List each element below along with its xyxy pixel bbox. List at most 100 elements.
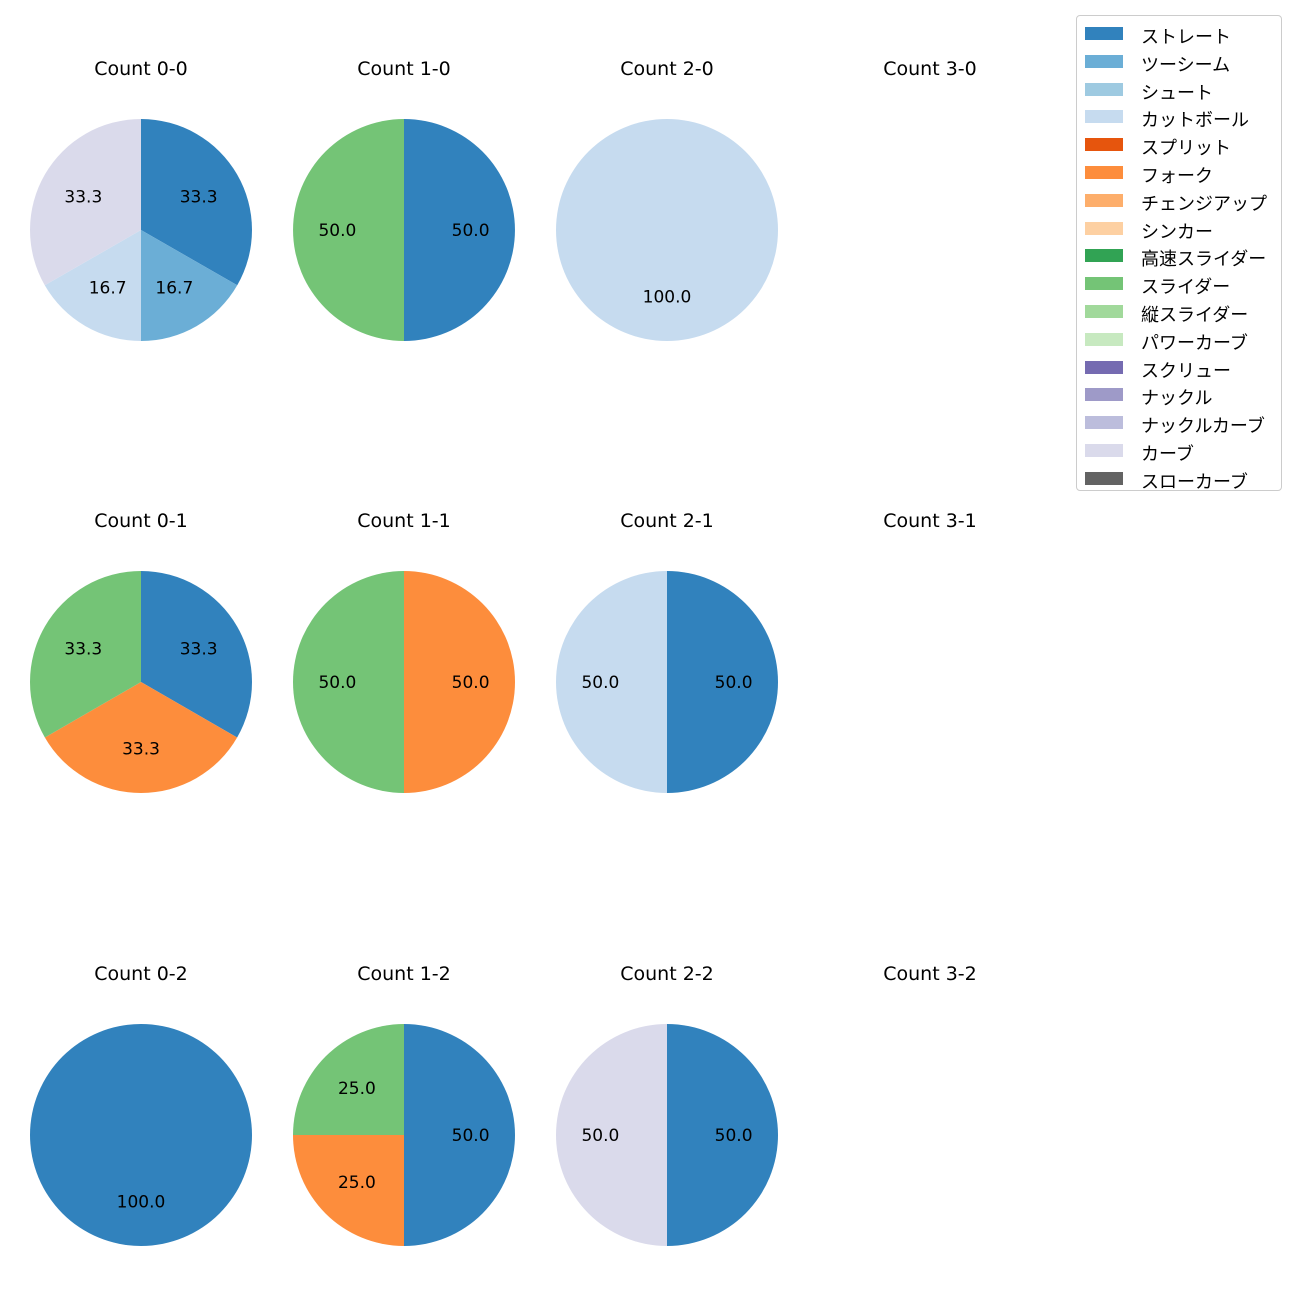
pie-title: Count 2-2 — [620, 963, 714, 985]
pie-9: Count 0-2 100.0 — [30, 963, 252, 1246]
legend-swatch — [1085, 304, 1123, 318]
legend-swatch — [1085, 443, 1123, 457]
legend-swatch — [1085, 471, 1123, 485]
slice-label: 33.3 — [180, 640, 218, 660]
pie-slice — [293, 119, 404, 341]
legend-item: ツーシーム — [1077, 48, 1281, 76]
pie-slice — [293, 571, 404, 793]
pie-title: Count 0-0 — [94, 58, 188, 80]
pie-11: Count 2-2 50.0 50.0 — [556, 963, 778, 1246]
pie-12: Count 3-2 — [883, 963, 977, 985]
pie-title: Count 1-2 — [357, 963, 451, 985]
legend-swatch — [1085, 221, 1123, 235]
legend-swatch — [1085, 249, 1123, 263]
legend-swatch — [1085, 138, 1123, 152]
pie-3: Count 2-0 100.0 — [556, 58, 778, 341]
slice-label: 16.7 — [89, 279, 127, 299]
legend-label: ストレート — [1141, 27, 1231, 48]
legend-swatch — [1085, 165, 1123, 179]
pie-slice — [293, 1024, 404, 1135]
legend-item: ナックルカーブ — [1077, 409, 1281, 437]
pie-title: Count 3-2 — [883, 963, 977, 985]
pie-slice — [404, 571, 515, 793]
pie-slice — [404, 119, 515, 341]
slice-label: 33.3 — [122, 740, 160, 760]
pie-slice — [667, 1024, 778, 1246]
legend-label: ナックルカーブ — [1141, 416, 1265, 438]
slice-label: 25.0 — [338, 1173, 376, 1193]
legend-item: ナックル — [1077, 381, 1281, 409]
legend-label: スローカーブ — [1141, 471, 1248, 493]
pie-title: Count 3-1 — [883, 510, 977, 532]
pie-slice — [141, 230, 238, 341]
slice-label: 100.0 — [117, 1193, 166, 1213]
pie-5: Count 0-1 33.3 33.3 33.3 — [29, 510, 253, 793]
slice-label: 100.0 — [643, 288, 692, 308]
pie-title: Count 0-1 — [94, 510, 188, 532]
slice-label: 33.3 — [64, 640, 102, 660]
legend-item: 縦スライダー — [1077, 298, 1281, 326]
pie-title: Count 0-2 — [94, 963, 188, 985]
legend-item: スクリュー — [1077, 354, 1281, 382]
pie-slice — [141, 119, 252, 286]
slice-label: 16.7 — [155, 279, 193, 299]
pie-7: Count 2-1 50.0 50.0 — [556, 510, 778, 793]
legend-swatch — [1085, 388, 1123, 402]
legend-swatch — [1085, 193, 1123, 207]
legend-item: カーブ — [1077, 437, 1281, 465]
legend-swatch — [1085, 360, 1123, 374]
legend-item: パワーカーブ — [1077, 326, 1281, 354]
pie-title: Count 2-1 — [620, 510, 714, 532]
pie-2: Count 1-0 50.0 50.0 — [293, 58, 515, 341]
pie-1: Count 0-0 33.3 16.7 16.7 33.3 — [29, 58, 252, 341]
legend-label: カットボール — [1141, 110, 1249, 132]
pie-slice — [29, 119, 142, 286]
slice-label: 50.0 — [452, 673, 490, 693]
legend-label: 縦スライダー — [1141, 304, 1249, 326]
legend-item: フォーク — [1077, 159, 1281, 187]
legend-item: シュート — [1077, 76, 1281, 104]
slice-label: 50.0 — [452, 221, 490, 241]
legend-label: チェンジアップ — [1141, 193, 1267, 215]
slice-label: 50.0 — [452, 1126, 490, 1146]
slice-label: 50.0 — [318, 221, 356, 241]
legend-label: パワーカーブ — [1141, 332, 1248, 354]
legend-swatch — [1085, 54, 1123, 68]
legend-item: チェンジアップ — [1077, 187, 1281, 215]
slice-label: 50.0 — [318, 673, 356, 693]
pie-title: Count 1-1 — [357, 510, 451, 532]
pie-title: Count 1-0 — [357, 58, 451, 80]
pie-title: Count 2-0 — [620, 58, 714, 80]
pie-slice — [404, 1024, 515, 1246]
legend: ストレート ツーシーム シュート カットボール スプリット フォーク チェンジアップ シンカー… — [1076, 15, 1282, 493]
pie-10: Count 1-2 50.0 25.0 25.0 — [293, 963, 515, 1246]
pie-slice — [141, 571, 253, 738]
pie-slice — [44, 230, 141, 341]
legend-item: 高速スライダー — [1077, 242, 1281, 270]
legend-label: スクリュー — [1141, 360, 1231, 382]
legend-label: スプリット — [1141, 138, 1231, 160]
legend-swatch — [1085, 82, 1123, 96]
slice-label: 50.0 — [581, 673, 619, 693]
pie-slice — [667, 571, 778, 793]
legend-label: ナックル — [1141, 388, 1213, 410]
slice-label: 33.3 — [64, 188, 102, 208]
pie-8: Count 3-1 — [883, 510, 977, 532]
pie-slice — [556, 1024, 667, 1246]
pie-title: Count 3-0 — [883, 58, 977, 80]
pie-4: Count 3-0 — [883, 58, 977, 80]
legend-label: ツーシーム — [1141, 54, 1231, 76]
slice-label: 33.3 — [180, 188, 218, 208]
legend-item: カットボール — [1077, 103, 1281, 131]
legend-swatch — [1085, 277, 1123, 291]
legend-swatch — [1085, 110, 1123, 124]
pie-6: Count 1-1 50.0 50.0 — [293, 510, 515, 793]
legend-label: カーブ — [1141, 443, 1194, 465]
pie-slice — [29, 571, 142, 738]
legend-item: ストレート — [1077, 20, 1281, 48]
legend-item: スライダー — [1077, 270, 1281, 298]
slice-label: 50.0 — [581, 1126, 619, 1146]
legend-item: スプリット — [1077, 131, 1281, 159]
legend-swatch — [1085, 332, 1123, 346]
